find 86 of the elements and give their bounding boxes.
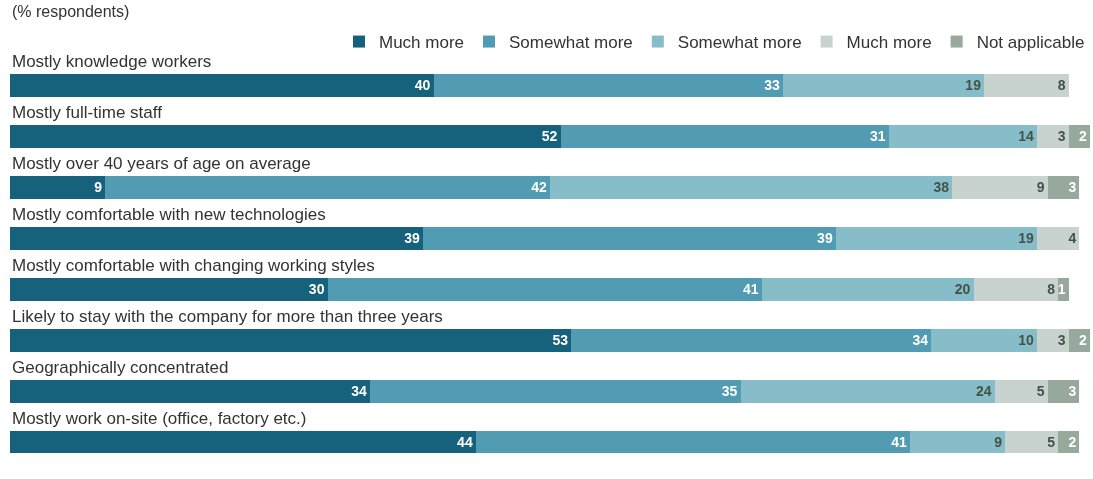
data-label: 35: [721, 383, 738, 400]
bar: [327, 277, 762, 301]
bar: [571, 328, 932, 352]
data-label: 1: [1057, 281, 1066, 298]
y-tick-label: Mostly full-time staff: [12, 103, 163, 122]
legend-label: Much more: [846, 33, 932, 53]
data-label: 33: [764, 77, 780, 94]
bar: [10, 226, 423, 250]
data-label: 2: [1079, 332, 1087, 349]
data-label: 2: [1068, 434, 1077, 450]
bar: [952, 175, 1048, 199]
data-label: 3: [1068, 383, 1077, 400]
data-label: 41: [742, 281, 759, 298]
bar: [931, 328, 1038, 352]
bar: [10, 379, 370, 403]
bar: [1047, 175, 1080, 199]
data-label: 34: [351, 383, 367, 400]
data-label: 24: [975, 383, 992, 400]
data-label: 10: [1018, 332, 1035, 349]
bar: [888, 124, 1038, 148]
bar: [560, 124, 889, 148]
data-label: 41: [891, 434, 907, 450]
bar: [994, 379, 1048, 403]
data-label: 31: [870, 128, 886, 145]
data-label: 2: [1079, 128, 1087, 145]
data-label: 30: [308, 281, 325, 298]
data-label: 34: [912, 332, 929, 349]
y-tick-label: Likely to stay with the company for more than three years: [12, 307, 443, 326]
bar: [550, 175, 953, 199]
data-label: 52: [541, 128, 558, 145]
y-tick-label: Mostly comfortable with changing working styles: [12, 256, 375, 275]
bar: [10, 175, 106, 199]
bar: [1047, 379, 1080, 403]
data-label: 39: [404, 230, 420, 247]
data-label: 8: [1057, 77, 1066, 94]
data-label: 19: [1018, 230, 1035, 247]
y-tick-label: Mostly work on-site (office, factory etc.): [12, 409, 307, 428]
bar: [1005, 430, 1059, 454]
data-label: 5: [1036, 383, 1045, 400]
data-label: 42: [531, 179, 547, 196]
data-label: 3: [1057, 128, 1066, 145]
legend-label: Somewhat more: [509, 33, 633, 53]
bar: [1037, 124, 1069, 148]
bar: [910, 430, 1006, 454]
legend-label: Much more: [379, 33, 465, 53]
data-label: 3: [1068, 179, 1077, 196]
bar: [761, 277, 974, 301]
data-label: 14: [1018, 128, 1035, 145]
bar: [370, 379, 741, 403]
data-label: 3: [1057, 332, 1066, 349]
y-tick-label: Mostly over 40 years of age on average: [12, 154, 311, 173]
data-label: 4: [1068, 230, 1077, 247]
data-label: 9: [1036, 179, 1045, 196]
bar: [475, 430, 910, 454]
data-label: 5: [1047, 434, 1056, 450]
y-tick-label: Mostly comfortable with new technologies: [12, 205, 326, 224]
bar: [973, 277, 1059, 301]
bar: [740, 379, 995, 403]
bar: [433, 74, 783, 97]
bar: [1037, 328, 1069, 352]
data-label: 20: [954, 281, 971, 298]
data-label: 8: [1047, 281, 1056, 298]
data-label: 9: [94, 179, 103, 196]
bar: [422, 226, 836, 250]
bar: [10, 124, 561, 148]
y-tick-label: Geographically concentrated: [12, 358, 229, 377]
bar: [10, 430, 476, 454]
data-label: 44: [457, 434, 473, 450]
data-label: 39: [817, 230, 833, 247]
bar: [782, 74, 985, 97]
data-label: 38: [933, 179, 950, 196]
legend-label: Somewhat more: [677, 33, 802, 53]
data-label: 9: [994, 434, 1003, 450]
legend-label: Not applicable: [976, 33, 1085, 53]
y-tick-label: Mostly knowledge workers: [12, 52, 212, 71]
bar: [10, 277, 328, 301]
bar: [1037, 226, 1080, 250]
bar: [10, 328, 572, 352]
bar: [984, 74, 1069, 97]
data-label: 19: [965, 77, 982, 94]
bar: [105, 175, 550, 199]
data-label: 53: [552, 332, 569, 349]
data-label: 40: [414, 77, 431, 94]
chart-subtitle: (% respondents): [12, 3, 130, 20]
bar: [835, 226, 1038, 250]
bar: [10, 74, 434, 97]
